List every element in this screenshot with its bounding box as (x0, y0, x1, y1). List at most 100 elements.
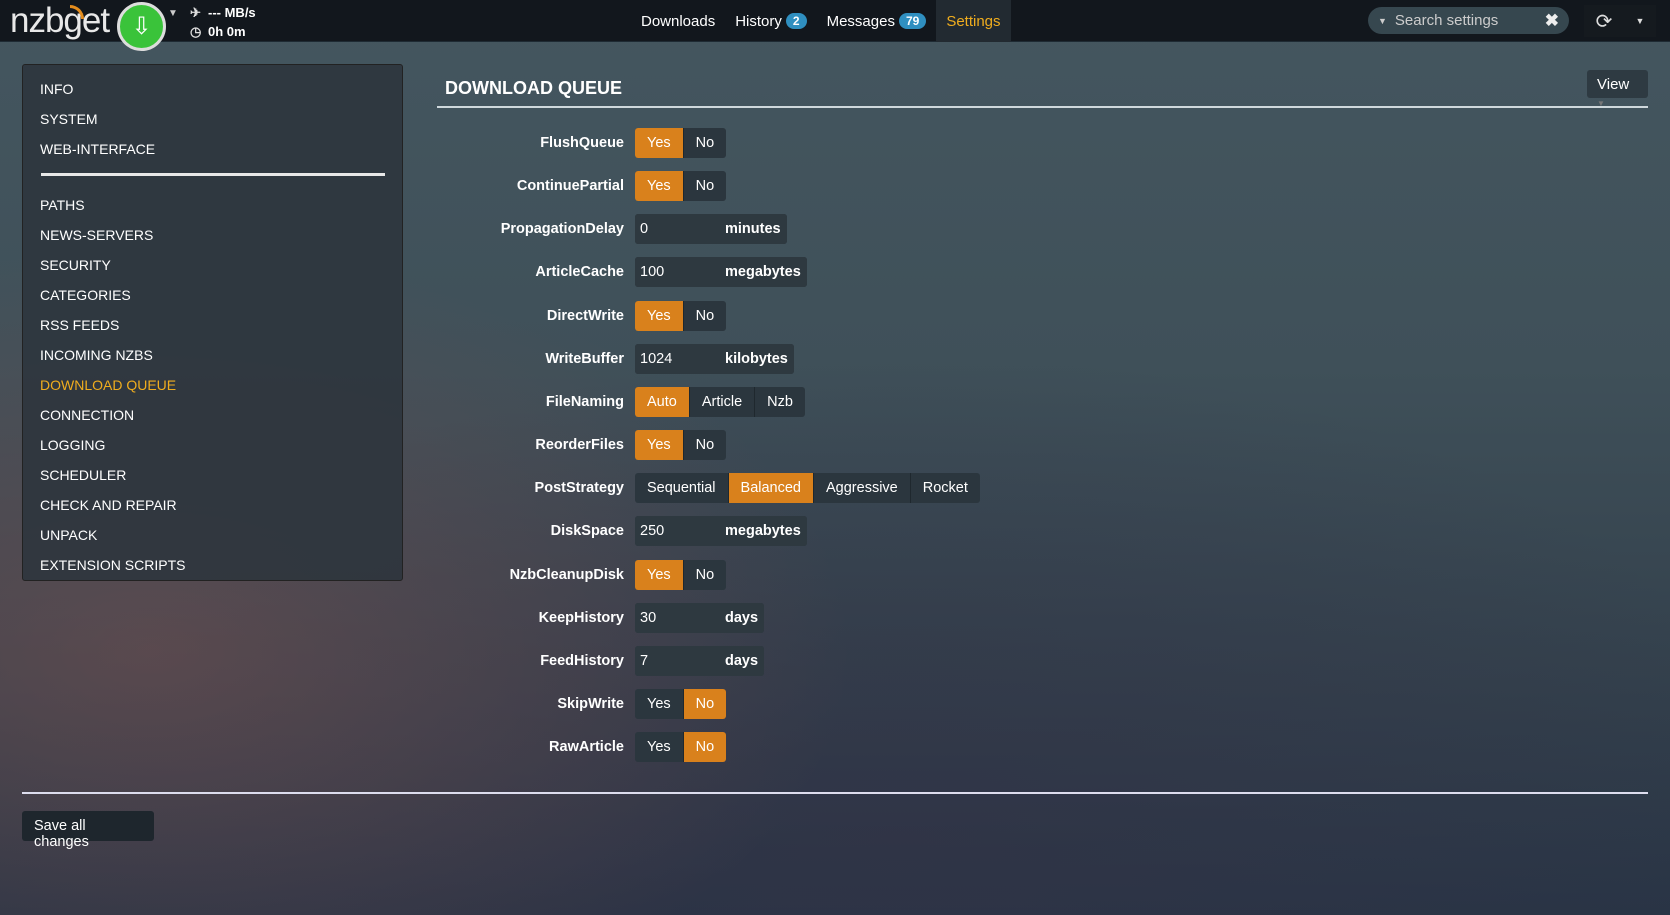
option-yes-button[interactable]: Yes (635, 688, 684, 719)
option-label: FlushQueue (540, 135, 624, 151)
sidebar-item-incoming-nzbs[interactable]: INCOMING NZBS (40, 347, 153, 363)
sidebar-item-download-queue[interactable]: DOWNLOAD QUEUE (40, 377, 177, 393)
tab-messages[interactable]: Messages 79 (817, 0, 937, 42)
sidebar-item-paths[interactable]: PATHS (40, 197, 85, 213)
sidebar-item-rss-feeds[interactable]: RSS FEEDS (40, 317, 120, 333)
option-switch: Yes No (635, 300, 727, 331)
tab-history[interactable]: History 2 (725, 0, 816, 42)
option-label: NzbCleanupDisk (509, 566, 624, 583)
refresh-group: ⟳ ▼ (1584, 5, 1656, 37)
option-yes-button[interactable]: Yes (635, 128, 684, 158)
option-no-button[interactable]: No (695, 178, 715, 195)
clear-search-icon[interactable]: ✖ (1544, 10, 1559, 30)
search-settings-input[interactable]: ▼ Search settings ✖ (1368, 7, 1569, 34)
view-button[interactable]: View ▼ (1587, 70, 1648, 108)
option-nzb-button[interactable]: Nzb (767, 393, 793, 410)
option-label: SkipWrite (557, 695, 624, 712)
sidebar-item-logging[interactable]: LOGGING (40, 437, 106, 453)
option-input[interactable]: 30 (635, 602, 725, 633)
option-aggressive-button[interactable]: Aggressive (814, 473, 911, 504)
option-label: WriteBuffer (545, 350, 624, 367)
option-no-button[interactable]: No (695, 566, 715, 583)
option-auto-button[interactable]: Auto (635, 386, 690, 417)
search-dropdown-icon[interactable]: ▼ (1378, 15, 1387, 26)
option-no-button[interactable]: No (683, 688, 727, 719)
option-label: PostStrategy (534, 480, 624, 497)
option-yes-button[interactable]: Yes (635, 300, 684, 331)
option-row-keephistory: KeepHistory 30 days (437, 602, 765, 633)
pause-download-button[interactable]: ⇩ (117, 2, 166, 51)
option-row-feedhistory: FeedHistory 7 days (437, 645, 765, 676)
clock-icon: ◷ (190, 24, 202, 39)
sidebar-item-unpack[interactable]: UNPACK (40, 527, 98, 543)
plane-icon: ✈ (190, 5, 201, 20)
chevron-down-icon[interactable]: ▼ (168, 8, 178, 19)
option-input-group: 30 days (635, 602, 765, 633)
sidebar-item-connection[interactable]: CONNECTION (40, 407, 135, 423)
option-input[interactable]: 7 (635, 645, 725, 676)
option-input[interactable]: 1024 (635, 343, 725, 374)
option-no-button[interactable]: No (695, 135, 715, 151)
option-row-filenaming: FileNaming Auto Article Nzb (437, 386, 805, 417)
option-input[interactable]: 250 (635, 516, 725, 547)
option-label: FeedHistory (540, 652, 624, 669)
tab-label: Settings (946, 12, 1001, 30)
option-label: PropagationDelay (500, 221, 624, 238)
time-remaining: 0h 0m (208, 24, 246, 39)
option-switch: Yes No (635, 128, 727, 158)
option-input[interactable]: 0 (635, 214, 725, 245)
option-yes-button[interactable]: Yes (635, 559, 684, 590)
option-unit: minutes (725, 214, 787, 245)
messages-badge: 79 (898, 13, 927, 29)
refresh-icon[interactable]: ⟳ (1595, 10, 1613, 33)
option-row-skipwrite: SkipWrite Yes No (437, 688, 727, 719)
option-yes-button[interactable]: Yes (635, 732, 684, 763)
option-input[interactable]: 100 (635, 257, 725, 288)
logo: nzbget (10, 1, 110, 40)
sidebar-item-info[interactable]: INFO (40, 81, 74, 97)
sidebar-item-extension-scripts[interactable]: EXTENSION SCRIPTS (40, 557, 186, 573)
option-yes-button[interactable]: Yes (635, 430, 684, 461)
option-sequential-button[interactable]: Sequential (635, 473, 729, 504)
status-info: ✈ --- MB/s ◷ 0h 0m (190, 3, 256, 41)
option-row-articlecache: ArticleCache 100 megabytes (437, 257, 807, 288)
option-switch: Auto Article Nzb (635, 386, 805, 417)
tab-settings[interactable]: Settings (936, 0, 1011, 42)
option-switch: Yes No (635, 688, 727, 719)
save-all-changes-button[interactable]: Save all changes (22, 811, 154, 850)
option-row-propagationdelay: PropagationDelay 0 minutes (437, 214, 787, 245)
option-unit: kilobytes (725, 343, 794, 374)
option-switch: Yes No (635, 732, 727, 763)
option-article-button[interactable]: Article (690, 386, 756, 417)
option-balanced-button[interactable]: Balanced (728, 473, 814, 504)
sidebar-item-system[interactable]: SYSTEM (40, 111, 98, 127)
option-no-button[interactable]: No (695, 307, 715, 324)
option-unit: days (725, 645, 765, 676)
option-input-group: 100 megabytes (635, 257, 807, 288)
option-switch: Yes No (635, 430, 727, 461)
option-no-button[interactable]: No (695, 437, 715, 454)
tab-downloads[interactable]: Downloads (631, 0, 725, 42)
option-row-continuepartial: ContinuePartial Yes No (437, 171, 727, 202)
wifi-icon (70, 5, 84, 19)
sidebar-item-scheduler[interactable]: SCHEDULER (40, 467, 127, 483)
sidebar-item-check-and-repair[interactable]: CHECK AND REPAIR (40, 497, 177, 513)
option-row-poststrategy: PostStrategy Sequential Balanced Aggressive… (437, 473, 980, 504)
option-input-group: 0 minutes (635, 214, 787, 245)
option-row-writebuffer: WriteBuffer 1024 kilobytes (437, 343, 794, 374)
section-divider (437, 106, 1648, 108)
option-yes-button[interactable]: Yes (635, 171, 684, 202)
sidebar-item-web-interface[interactable]: WEB-INTERFACE (40, 141, 156, 157)
sidebar-item-news-servers[interactable]: NEWS-SERVERS (40, 227, 154, 243)
option-no-button[interactable]: No (683, 732, 727, 763)
option-rocket-button[interactable]: Rocket (922, 480, 968, 497)
speed-value: --- MB/s (208, 5, 256, 20)
option-row-directwrite: DirectWrite Yes No (437, 300, 727, 331)
option-switch: Yes No (635, 171, 727, 202)
sidebar-item-security[interactable]: SECURITY (40, 257, 111, 273)
menu-chevron-icon[interactable]: ▼ (1635, 16, 1645, 26)
option-row-nzbcleanupdisk: NzbCleanupDisk Yes No (437, 559, 727, 590)
sidebar-item-categories[interactable]: CATEGORIES (40, 287, 131, 303)
top-bar: nzbget ⇩ ▼ ✈ --- MB/s ◷ 0h 0m Downloads Hi… (0, 0, 1670, 51)
option-row-reorderfiles: ReorderFiles Yes No (437, 430, 727, 461)
